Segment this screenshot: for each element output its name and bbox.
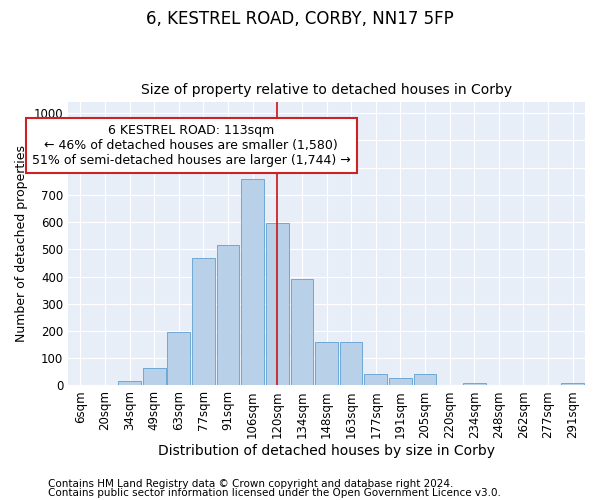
Bar (315, 342, 338, 386)
Bar (241, 179, 264, 386)
Bar (167, 332, 190, 386)
Bar (364, 374, 387, 386)
Bar (143, 368, 166, 386)
Bar (290, 280, 313, 386)
Bar (217, 246, 239, 386)
Bar (463, 382, 485, 386)
Bar (562, 384, 584, 386)
Bar (266, 224, 289, 386)
Bar (413, 374, 436, 386)
Title: Size of property relative to detached houses in Corby: Size of property relative to detached ho… (141, 83, 512, 97)
Bar (118, 382, 141, 386)
Text: 6, KESTREL ROAD, CORBY, NN17 5FP: 6, KESTREL ROAD, CORBY, NN17 5FP (146, 10, 454, 28)
Bar (192, 258, 215, 386)
Y-axis label: Number of detached properties: Number of detached properties (15, 146, 28, 342)
Text: 6 KESTREL ROAD: 113sqm
← 46% of detached houses are smaller (1,580)
51% of semi-: 6 KESTREL ROAD: 113sqm ← 46% of detached… (32, 124, 350, 167)
X-axis label: Distribution of detached houses by size in Corby: Distribution of detached houses by size … (158, 444, 495, 458)
Text: Contains public sector information licensed under the Open Government Licence v3: Contains public sector information licen… (48, 488, 501, 498)
Text: Contains HM Land Registry data © Crown copyright and database right 2024.: Contains HM Land Registry data © Crown c… (48, 479, 454, 489)
Bar (389, 378, 412, 386)
Bar (340, 342, 362, 386)
